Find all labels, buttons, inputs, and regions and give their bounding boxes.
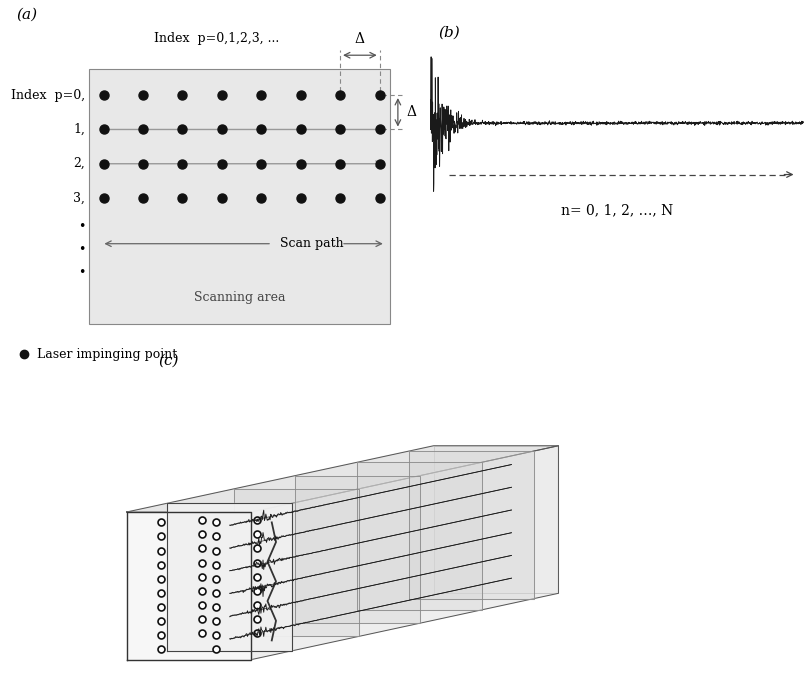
Text: Scanning area: Scanning area <box>194 290 285 303</box>
Text: (a): (a) <box>16 7 37 22</box>
Text: Δ: Δ <box>354 32 364 46</box>
Polygon shape <box>127 446 558 512</box>
Text: 1,: 1, <box>73 123 85 136</box>
Text: 3,: 3, <box>73 192 85 205</box>
Polygon shape <box>167 503 292 651</box>
Text: (c): (c) <box>158 354 178 368</box>
Text: 2,: 2, <box>74 157 85 170</box>
Polygon shape <box>433 446 558 593</box>
Text: Δ: Δ <box>406 105 415 119</box>
Text: Laser impinging point: Laser impinging point <box>36 347 177 360</box>
Text: •: • <box>78 266 85 279</box>
Text: •: • <box>78 243 85 256</box>
Polygon shape <box>409 451 533 598</box>
Polygon shape <box>357 462 481 610</box>
Text: Index  p=0,: Index p=0, <box>11 88 85 102</box>
Polygon shape <box>295 475 420 623</box>
Text: Index  p=0,1,2,3, ...: Index p=0,1,2,3, ... <box>154 31 279 45</box>
Text: n= 0, 1, 2, …, N: n= 0, 1, 2, …, N <box>560 203 672 218</box>
Polygon shape <box>127 512 251 660</box>
Text: (b): (b) <box>437 26 459 39</box>
Text: •: • <box>78 220 85 233</box>
Polygon shape <box>251 446 558 660</box>
Bar <box>89 69 389 324</box>
Polygon shape <box>234 489 358 636</box>
Text: Scan path: Scan path <box>280 237 343 250</box>
